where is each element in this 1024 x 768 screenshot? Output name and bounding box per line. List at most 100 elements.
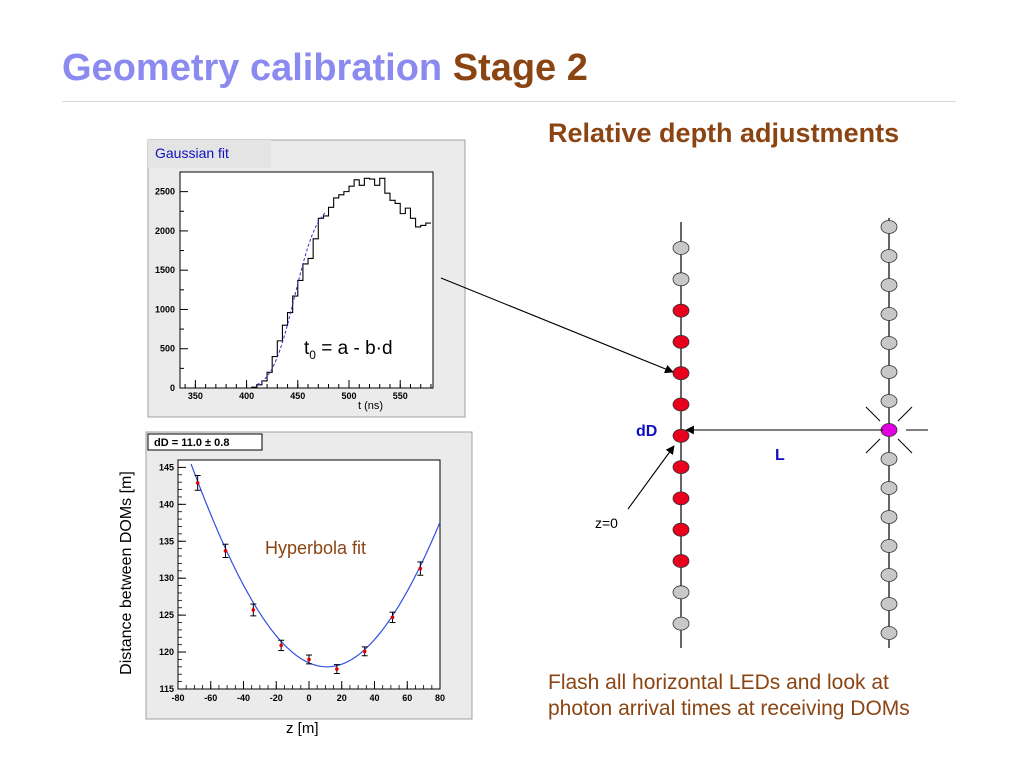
label-z0: z=0	[595, 515, 618, 531]
histogram-pointer-arrow	[440, 277, 674, 374]
histogram-x-tick-label: 350	[188, 391, 203, 401]
slide-caption: Flash all horizontal LEDs and look at ph…	[548, 670, 910, 722]
histogram-plot-area	[179, 171, 434, 389]
title-part2: Stage 2	[452, 47, 588, 89]
histogram-x-tick-label: 500	[341, 391, 356, 401]
slide-title: Geometry calibration Stage 2	[62, 44, 588, 92]
right-dom	[880, 539, 898, 553]
histogram-title: Gaussian fit	[155, 145, 229, 161]
histogram-series	[231, 177, 431, 389]
histogram-y-tick-label: 2500	[155, 187, 175, 197]
hyperbola-x-tick-label: 80	[435, 693, 445, 703]
right-dom	[880, 307, 898, 321]
right-dom	[880, 220, 898, 234]
histogram-x-label: t (ns)	[358, 400, 383, 412]
left-dom	[672, 303, 690, 318]
histogram-x-axis: 350 400 450 500 550	[184, 380, 432, 401]
hyperbola-y-label-wrap: Distance between DOMs [m]	[116, 455, 138, 691]
subtitle: Relative depth adjustments	[548, 118, 900, 148]
left-dom	[672, 585, 690, 600]
hyperbola-y-tick-label: 130	[159, 573, 174, 583]
left-dom	[672, 522, 690, 537]
hyperbola-x-axis: -80 -60 -40 -20 0 20 40 60 80	[171, 681, 445, 703]
histogram-x-tick-label: 400	[239, 391, 254, 401]
hyperbola-y-tick-label: 125	[159, 610, 174, 620]
hyperbola-x-tick-label: -40	[237, 693, 250, 703]
hyperbola-x-tick-label: 60	[402, 693, 412, 703]
left-dom	[672, 554, 690, 568]
left-dom	[672, 616, 690, 631]
hyperbola-data-points	[194, 475, 424, 674]
hyperbola-data-point	[362, 649, 367, 654]
hyperbola-x-tick-label: 20	[337, 693, 347, 703]
hyperbola-x-tick-label: -60	[204, 693, 217, 703]
histogram-y-tick-label: 1000	[155, 304, 175, 314]
right-dom	[880, 249, 898, 263]
hyperbola-fit-label: Hyperbola fit	[265, 538, 367, 558]
histogram-y-tick-label: 500	[160, 344, 175, 354]
hyperbola-data-point	[390, 615, 395, 620]
hyperbola-data-point	[418, 566, 423, 571]
left-dom	[672, 366, 690, 381]
hyperbola-title: dD = 11.0 ± 0.8	[154, 437, 229, 449]
right-dom	[880, 336, 898, 350]
histogram-fit-curve	[256, 211, 327, 386]
hyperbola-x-label: z [m]	[286, 720, 319, 737]
left-dom	[672, 397, 690, 412]
hyperbola-y-tick-label: 135	[159, 536, 174, 546]
hyperbola-y-label: Distance between DOMs [m]	[118, 471, 135, 675]
left-dom	[672, 491, 690, 506]
hyperbola-chart: dD = 11.0 ± 0.8 115 120 125 130 135 140 145 -8…	[145, 431, 473, 720]
histogram-annotation: t0 = a - b·d	[304, 338, 393, 362]
left-dom	[672, 272, 690, 287]
hyperbola-x-tick-label: -20	[270, 693, 283, 703]
caption-line-1: Flash all horizontal LEDs and look at	[548, 671, 889, 694]
right-dom	[880, 568, 898, 582]
histogram-y-tick-label: 0	[170, 383, 175, 393]
emitter-dom	[880, 423, 898, 437]
hyperbola-data-point	[335, 667, 339, 671]
histogram-x-tick-label: 450	[290, 391, 305, 401]
hyperbola-x-tick-label: 0	[306, 693, 311, 703]
hyperbola-title-box	[147, 433, 263, 451]
hyperbola-y-tick-label: 145	[159, 462, 174, 472]
hyperbola-data-point	[307, 657, 311, 662]
hyperbola-x-tick-label: -80	[171, 693, 184, 703]
right-dom	[880, 452, 898, 466]
histogram-title-box	[148, 140, 271, 168]
histogram-y-axis: 0 500 1000 1500 2000 2500	[155, 171, 188, 393]
left-dom	[672, 241, 690, 255]
right-dom	[880, 510, 898, 524]
histogram-y-tick-label: 1500	[155, 265, 175, 275]
hyperbola-data-point	[279, 643, 283, 648]
hyperbola-fit-curve	[190, 463, 441, 668]
hyperbola-y-tick-label: 115	[159, 684, 174, 694]
right-dom	[880, 394, 898, 408]
title-part1: Geometry calibration	[62, 47, 443, 89]
z0-arrow	[627, 445, 675, 510]
right-string-doms	[880, 220, 898, 640]
right-dom	[880, 597, 898, 611]
title-divider	[62, 101, 956, 102]
left-dom	[672, 334, 690, 349]
hyperbola-y-tick-label: 120	[159, 647, 174, 657]
caption-line-2: photon arrival times at receiving DOMs	[548, 697, 910, 720]
right-dom	[880, 481, 898, 495]
hyperbola-data-point	[251, 608, 256, 612]
right-dom	[880, 365, 898, 379]
histogram-chart: Gaussian fit 0 500 1000 1500 2000 2500 350 400…	[147, 139, 466, 418]
hyperbola-y-tick-label: 140	[159, 499, 174, 509]
left-string-doms	[672, 241, 690, 631]
right-dom	[880, 626, 898, 640]
right-dom	[880, 278, 898, 292]
dom-string-diagram: dD L z=0	[440, 218, 928, 648]
hyperbola-plot-area	[177, 459, 441, 690]
label-dD: dD	[636, 423, 657, 440]
histogram-y-tick-label: 2000	[155, 226, 175, 236]
hyperbola-x-tick-label: 40	[369, 693, 379, 703]
hyperbola-y-axis: 115 120 125 130 135 140 145	[159, 459, 186, 694]
label-L: L	[775, 447, 785, 464]
emitter-flash-rays	[865, 406, 928, 454]
left-dom	[672, 428, 690, 443]
